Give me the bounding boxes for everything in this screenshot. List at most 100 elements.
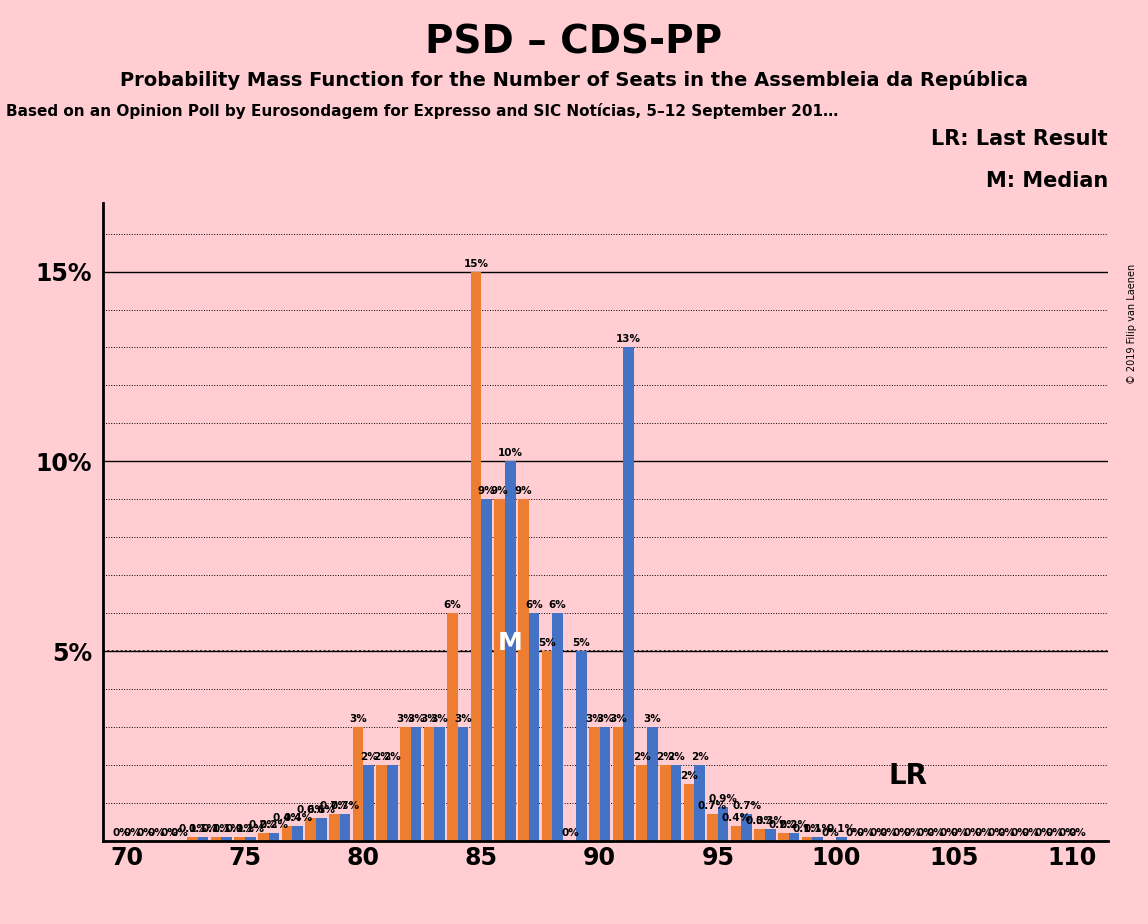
Text: 0.1%: 0.1% [188, 824, 218, 834]
Text: 0.7%: 0.7% [331, 801, 359, 811]
Text: 3%: 3% [596, 714, 614, 724]
Bar [269, 833, 279, 841]
Text: 9%: 9% [514, 486, 533, 496]
Text: 2%: 2% [373, 752, 390, 762]
Bar [246, 837, 256, 841]
Text: 2%: 2% [667, 752, 684, 762]
Text: 3%: 3% [585, 714, 603, 724]
Text: 0%: 0% [916, 828, 934, 838]
Text: 0.3%: 0.3% [755, 817, 785, 826]
Text: 6%: 6% [549, 600, 567, 610]
Text: 0%: 0% [963, 828, 982, 838]
Text: 0.2%: 0.2% [249, 821, 278, 831]
Bar [434, 727, 445, 841]
Text: M: Median: M: Median [986, 171, 1108, 190]
Text: 2%: 2% [680, 771, 698, 781]
Bar [813, 837, 823, 841]
Bar [529, 614, 540, 841]
Bar [683, 784, 695, 841]
Bar [471, 272, 481, 841]
Text: 0.7%: 0.7% [732, 801, 761, 811]
Text: 0.4%: 0.4% [284, 812, 312, 822]
Text: 6%: 6% [443, 600, 461, 610]
Text: 0%: 0% [160, 828, 178, 838]
Bar [387, 765, 397, 841]
Bar [329, 814, 340, 841]
Bar [293, 826, 303, 841]
Text: 2%: 2% [657, 752, 674, 762]
Text: 0.6%: 0.6% [307, 805, 336, 815]
Bar [505, 461, 515, 841]
Text: LR: Last Result: LR: Last Result [931, 129, 1108, 149]
Bar [778, 833, 789, 841]
Text: 3%: 3% [420, 714, 437, 724]
Text: 0%: 0% [903, 828, 921, 838]
Text: 0.9%: 0.9% [708, 794, 738, 804]
Text: 3%: 3% [643, 714, 661, 724]
Text: 0%: 0% [856, 828, 874, 838]
Text: 0.1%: 0.1% [827, 824, 855, 834]
Bar [731, 826, 742, 841]
Bar [222, 837, 232, 841]
Bar [623, 347, 634, 841]
Text: 0.1%: 0.1% [804, 824, 832, 834]
Text: Probability Mass Function for the Number of Seats in the Assembleia da República: Probability Mass Function for the Number… [121, 70, 1027, 91]
Text: 5%: 5% [573, 638, 590, 648]
Text: 5%: 5% [538, 638, 556, 648]
Text: 0%: 0% [869, 828, 887, 838]
Text: 0%: 0% [1034, 828, 1053, 838]
Text: LR: LR [889, 762, 928, 790]
Bar [481, 499, 492, 841]
Text: 0%: 0% [940, 828, 957, 838]
Text: 0.4%: 0.4% [722, 812, 751, 822]
Text: 0%: 0% [845, 828, 863, 838]
Text: 0.1%: 0.1% [792, 824, 822, 834]
Text: 0.1%: 0.1% [178, 824, 207, 834]
Text: 9%: 9% [491, 486, 509, 496]
Bar [495, 499, 505, 841]
Bar [695, 765, 705, 841]
Bar [707, 814, 718, 841]
Text: 2%: 2% [359, 752, 378, 762]
Text: 3%: 3% [408, 714, 425, 724]
Bar [670, 765, 681, 841]
Text: 0%: 0% [1022, 828, 1039, 838]
Bar [542, 651, 552, 841]
Text: 10%: 10% [498, 448, 523, 458]
Bar [589, 727, 599, 841]
Text: 2%: 2% [383, 752, 401, 762]
Bar [660, 765, 670, 841]
Text: 2%: 2% [633, 752, 651, 762]
Text: PSD – CDS-PP: PSD – CDS-PP [426, 23, 722, 61]
Bar [458, 727, 468, 841]
Text: 0%: 0% [123, 828, 141, 838]
Text: 0.1%: 0.1% [225, 824, 255, 834]
Text: 0%: 0% [171, 828, 188, 838]
Bar [234, 837, 246, 841]
Text: 0%: 0% [561, 828, 580, 838]
Bar [801, 837, 813, 841]
Text: 0%: 0% [137, 828, 154, 838]
Bar [647, 727, 658, 841]
Bar [789, 833, 799, 841]
Text: 3%: 3% [396, 714, 414, 724]
Text: 0.4%: 0.4% [272, 812, 302, 822]
Bar [377, 765, 387, 841]
Bar [448, 614, 458, 841]
Bar [599, 727, 611, 841]
Text: M: M [498, 631, 522, 655]
Text: 3%: 3% [430, 714, 449, 724]
Bar [305, 818, 316, 841]
Bar [363, 765, 374, 841]
Bar [836, 837, 847, 841]
Text: 0.6%: 0.6% [296, 805, 325, 815]
Bar [316, 818, 327, 841]
Text: 2%: 2% [691, 752, 708, 762]
Text: 0%: 0% [879, 828, 898, 838]
Text: 0%: 0% [1058, 828, 1076, 838]
Text: 0%: 0% [1011, 828, 1029, 838]
Text: Based on an Opinion Poll by Eurosondagem for Expresso and SIC Notícias, 5–12 Sep: Based on an Opinion Poll by Eurosondagem… [6, 103, 838, 119]
Bar [765, 830, 776, 841]
Text: 0%: 0% [147, 828, 165, 838]
Text: 6%: 6% [525, 600, 543, 610]
